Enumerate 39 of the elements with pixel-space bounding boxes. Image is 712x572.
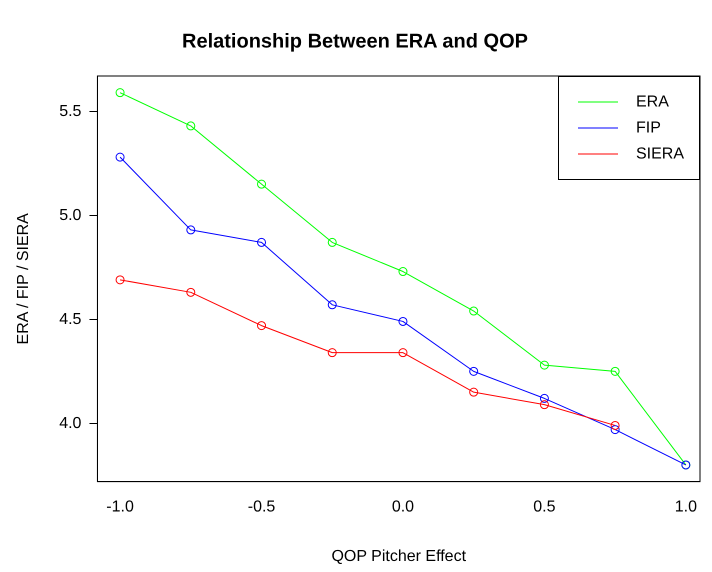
legend-label: ERA <box>636 93 670 110</box>
legend-label: FIP <box>636 119 661 136</box>
point <box>328 348 337 358</box>
point <box>540 360 549 370</box>
point <box>186 288 196 297</box>
point <box>469 366 478 376</box>
point <box>257 180 266 189</box>
x-tick-label: 0.5 <box>533 498 556 516</box>
point <box>257 321 266 330</box>
point <box>469 306 478 316</box>
point <box>540 400 549 410</box>
legend-label: SIERA <box>636 145 684 162</box>
point <box>328 300 337 310</box>
y-axis-title: ERA / FIP / SIERA <box>15 212 32 344</box>
chart-title: Relationship Between ERA and QOP <box>182 30 528 53</box>
y-tick-label: 5.0 <box>59 206 82 224</box>
point <box>398 316 408 326</box>
x-axis-title: QOP Pitcher Effect <box>331 548 467 565</box>
point <box>398 348 408 358</box>
point <box>610 420 620 430</box>
point <box>610 366 620 376</box>
x-tick-label: 0.0 <box>392 498 414 516</box>
point <box>469 388 478 397</box>
y-tick-label: 4.5 <box>59 310 82 328</box>
point <box>610 425 620 434</box>
x-tick-label: 1.0 <box>674 498 698 516</box>
x-tick-label: -1.0 <box>106 498 134 516</box>
point <box>328 238 337 247</box>
y-tick-label: 5.5 <box>59 102 82 120</box>
point <box>257 238 266 247</box>
point <box>116 152 125 162</box>
y-tick-label: 4.0 <box>59 414 82 432</box>
point <box>186 225 196 234</box>
point <box>116 275 125 284</box>
x-tick-label: -0.5 <box>248 498 276 516</box>
point <box>186 121 196 130</box>
point <box>116 88 125 98</box>
point <box>540 394 549 403</box>
point <box>398 267 408 276</box>
